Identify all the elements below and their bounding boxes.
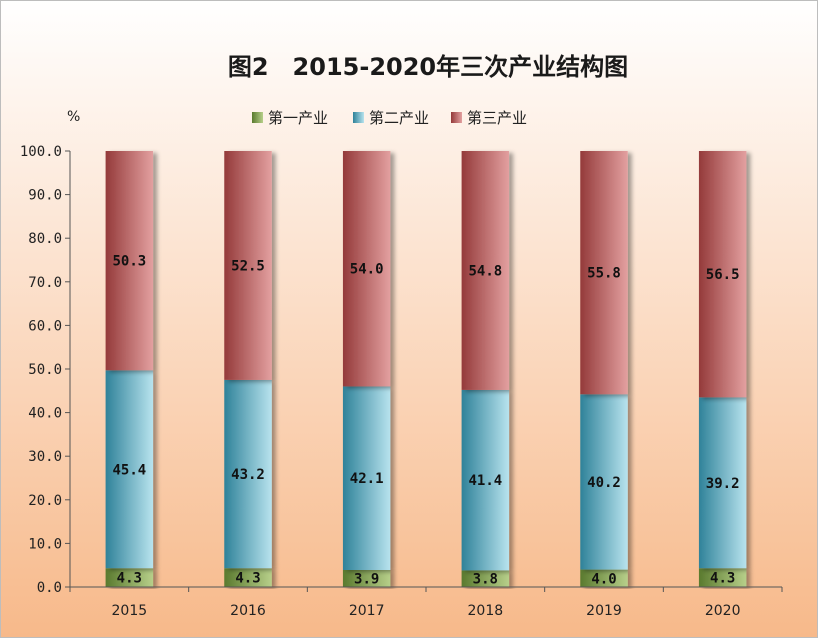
data-label: 52.5 (231, 258, 265, 274)
y-tick-label: 70.0 (28, 275, 62, 291)
data-label: 50.3 (112, 254, 146, 270)
data-label: 42.1 (350, 471, 384, 487)
y-tick-label: 80.0 (28, 231, 62, 247)
data-label: 4.3 (235, 571, 260, 587)
data-label: 4.0 (591, 571, 616, 587)
y-tick-label: 20.0 (28, 493, 62, 509)
y-tick-label: 10.0 (28, 536, 62, 552)
x-tick-label: 2017 (349, 603, 385, 619)
bar-segment (224, 151, 272, 380)
data-label: 45.4 (112, 462, 146, 478)
bar-segment (105, 370, 154, 569)
data-label: 4.3 (710, 571, 735, 587)
legend-swatch-3 (451, 112, 462, 123)
legend-swatch-2 (353, 112, 364, 123)
bar-segment (342, 151, 391, 387)
bar-segment (342, 569, 391, 587)
x-tick-label: 2018 (468, 603, 504, 619)
bar-segment (580, 569, 628, 587)
data-label: 54.0 (350, 262, 384, 278)
x-tick-label: 2020 (705, 603, 741, 619)
x-axis: 2015 2016 2017 2018 2019 2020 (69, 586, 783, 619)
data-label: 54.8 (468, 263, 502, 279)
data-label: 39.2 (706, 476, 740, 492)
data-label: 3.9 (354, 571, 379, 587)
bar-segment (461, 570, 510, 587)
bars: 4.3 45.4 50.3 4.3 43.2 52.5 3.9 42.1 54.0 3.8 41.4… (105, 151, 747, 588)
y-tick-label: 30.0 (28, 449, 62, 465)
bar-segment (461, 151, 510, 390)
y-axis: 0.0 10.0 20.0 30.0 40.0 50.0 60.0 70.0 80.0 90.0 1… (20, 144, 71, 596)
y-tick-label: 50.0 (28, 362, 62, 378)
legend-label-3: 第三产业 (467, 109, 527, 127)
bar-segment (105, 151, 154, 371)
bar-segment (461, 389, 510, 571)
x-tick-label: 2015 (112, 603, 148, 619)
bar-segment (698, 568, 747, 587)
y-tick-label: 100.0 (20, 144, 62, 160)
legend: 第一产业 第二产业 第三产业 (252, 109, 527, 127)
x-tick-label: 2016 (230, 603, 266, 619)
bar-segment (580, 394, 628, 570)
data-label: 3.8 (473, 572, 498, 588)
legend-label-1: 第一产业 (268, 109, 328, 127)
y-tick-label: 90.0 (28, 188, 62, 204)
bar-segment (105, 568, 154, 587)
chart-title: 图2 2015-2020年三次产业结构图 (228, 53, 628, 81)
data-label: 40.2 (587, 475, 621, 491)
data-label: 41.4 (468, 473, 502, 489)
y-tick-label: 40.0 (28, 406, 62, 422)
y-unit-label: % (67, 109, 80, 125)
legend-label-2: 第二产业 (369, 109, 429, 127)
data-label: 56.5 (706, 267, 740, 283)
data-label: 55.8 (587, 266, 621, 282)
x-tick-label: 2019 (586, 603, 622, 619)
data-label: 43.2 (231, 467, 265, 483)
data-label: 4.3 (117, 571, 142, 587)
bar-segment (224, 379, 272, 569)
y-tick-label: 60.0 (28, 318, 62, 334)
bar-segment (580, 151, 628, 395)
bar-segment (698, 397, 747, 569)
y-tick-label: 0.0 (37, 580, 62, 596)
bar-segment (698, 151, 747, 398)
legend-swatch-1 (252, 112, 263, 123)
bar-segment (224, 568, 272, 587)
bar-segment (342, 386, 391, 570)
